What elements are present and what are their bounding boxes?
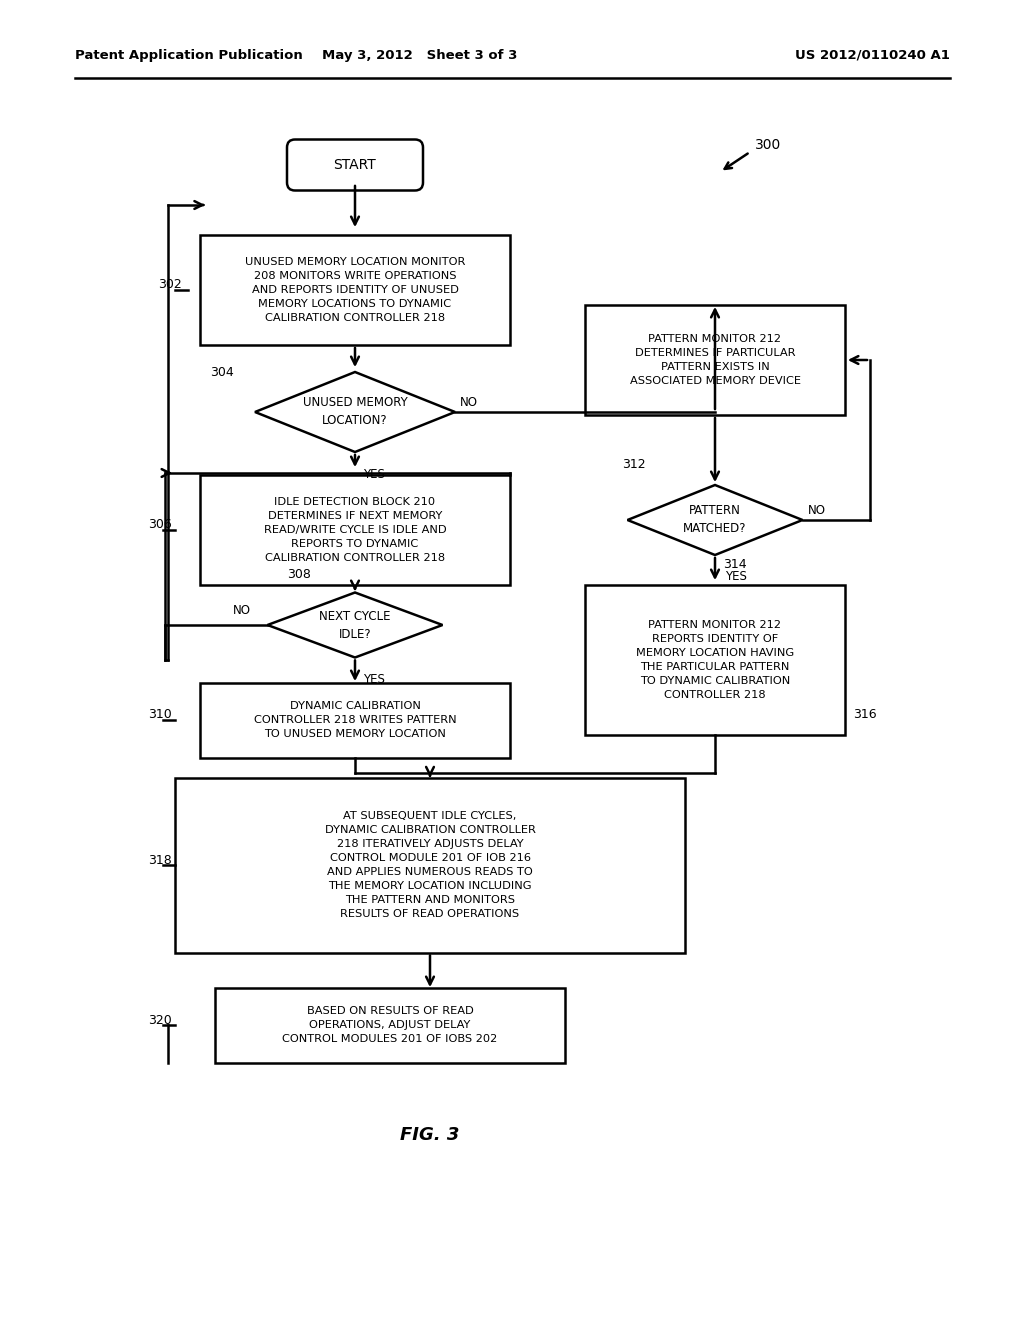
Text: BASED ON RESULTS OF READ
OPERATIONS, ADJUST DELAY
CONTROL MODULES 201 OF IOBS 20: BASED ON RESULTS OF READ OPERATIONS, ADJ…: [283, 1006, 498, 1044]
FancyBboxPatch shape: [175, 777, 685, 953]
Text: YES: YES: [362, 467, 385, 480]
Text: START: START: [334, 158, 377, 172]
FancyBboxPatch shape: [200, 475, 510, 585]
FancyBboxPatch shape: [585, 585, 845, 735]
Text: Patent Application Publication: Patent Application Publication: [75, 49, 303, 62]
Text: 306: 306: [148, 519, 172, 532]
Text: NO: NO: [232, 603, 251, 616]
Text: PATTERN
MATCHED?: PATTERN MATCHED?: [683, 504, 746, 536]
FancyBboxPatch shape: [200, 235, 510, 345]
Text: 320: 320: [148, 1014, 172, 1027]
Text: NEXT CYCLE
IDLE?: NEXT CYCLE IDLE?: [319, 610, 391, 640]
Polygon shape: [255, 372, 455, 451]
Text: US 2012/0110240 A1: US 2012/0110240 A1: [795, 49, 950, 62]
FancyBboxPatch shape: [287, 140, 423, 190]
Text: PATTERN MONITOR 212
REPORTS IDENTITY OF
MEMORY LOCATION HAVING
THE PARTICULAR PA: PATTERN MONITOR 212 REPORTS IDENTITY OF …: [636, 620, 794, 700]
Text: PATTERN MONITOR 212
DETERMINES IF PARTICULAR
PATTERN EXISTS IN
ASSOCIATED MEMORY: PATTERN MONITOR 212 DETERMINES IF PARTIC…: [630, 334, 801, 385]
Text: FIG. 3: FIG. 3: [400, 1126, 460, 1144]
FancyBboxPatch shape: [200, 682, 510, 758]
FancyBboxPatch shape: [585, 305, 845, 414]
Text: 308: 308: [288, 569, 311, 582]
Text: UNUSED MEMORY
LOCATION?: UNUSED MEMORY LOCATION?: [303, 396, 408, 428]
Text: 302: 302: [158, 279, 181, 292]
Text: 314: 314: [723, 558, 746, 572]
Text: YES: YES: [362, 673, 385, 686]
Text: May 3, 2012   Sheet 3 of 3: May 3, 2012 Sheet 3 of 3: [323, 49, 518, 62]
Text: NO: NO: [808, 503, 825, 516]
Text: 316: 316: [853, 709, 877, 722]
Text: UNUSED MEMORY LOCATION MONITOR
208 MONITORS WRITE OPERATIONS
AND REPORTS IDENTIT: UNUSED MEMORY LOCATION MONITOR 208 MONIT…: [245, 257, 465, 323]
Text: YES: YES: [725, 570, 746, 583]
Polygon shape: [628, 484, 803, 554]
Text: IDLE DETECTION BLOCK 210
DETERMINES IF NEXT MEMORY
READ/WRITE CYCLE IS IDLE AND
: IDLE DETECTION BLOCK 210 DETERMINES IF N…: [264, 498, 446, 564]
FancyBboxPatch shape: [215, 987, 565, 1063]
Polygon shape: [267, 593, 442, 657]
Text: 304: 304: [210, 366, 233, 379]
Text: 318: 318: [148, 854, 172, 866]
Text: NO: NO: [460, 396, 478, 408]
Text: 300: 300: [755, 139, 781, 152]
Text: AT SUBSEQUENT IDLE CYCLES,
DYNAMIC CALIBRATION CONTROLLER
218 ITERATIVELY ADJUST: AT SUBSEQUENT IDLE CYCLES, DYNAMIC CALIB…: [325, 810, 536, 919]
Text: 312: 312: [623, 458, 646, 471]
Text: 310: 310: [148, 709, 172, 722]
Text: DYNAMIC CALIBRATION
CONTROLLER 218 WRITES PATTERN
TO UNUSED MEMORY LOCATION: DYNAMIC CALIBRATION CONTROLLER 218 WRITE…: [254, 701, 457, 739]
